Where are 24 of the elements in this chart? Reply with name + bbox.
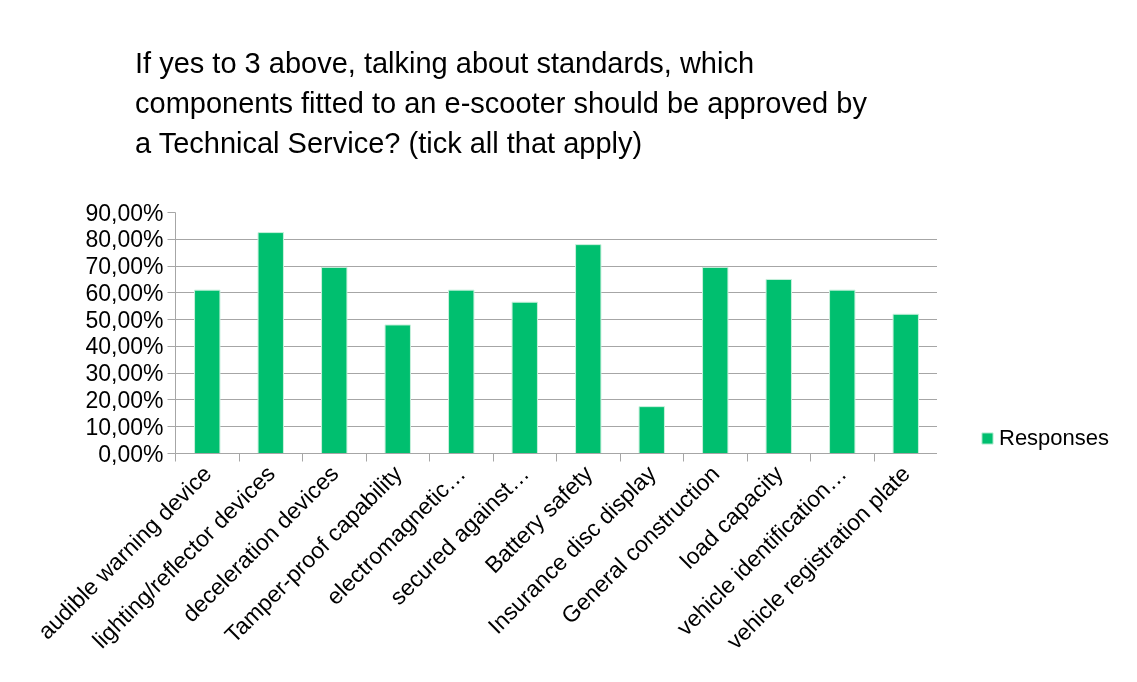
y-tick-label: 20,00% bbox=[85, 386, 164, 413]
y-tick-label: 30,00% bbox=[85, 360, 164, 387]
bar bbox=[511, 301, 538, 454]
bar bbox=[829, 289, 856, 454]
bar bbox=[384, 324, 411, 454]
y-tick-label: 90,00% bbox=[85, 199, 164, 226]
bar bbox=[194, 289, 221, 454]
y-tick-label: 70,00% bbox=[85, 253, 164, 280]
bar bbox=[448, 289, 475, 454]
y-tick-label: 10,00% bbox=[85, 413, 164, 440]
chart-title: If yes to 3 above, talking about standards, which components fitted to an e-scooter should be approved by a Technical Service? (tick all that apply) bbox=[135, 46, 867, 161]
bar bbox=[575, 244, 602, 454]
bar bbox=[765, 278, 792, 454]
bar bbox=[321, 266, 348, 454]
bar bbox=[702, 266, 729, 454]
y-tick-label: 80,00% bbox=[85, 226, 164, 253]
y-tick-label: 60,00% bbox=[85, 279, 164, 306]
bar bbox=[638, 406, 665, 454]
y-tick-label: 0,00% bbox=[98, 440, 164, 467]
y-tick-label: 40,00% bbox=[85, 333, 164, 360]
legend-label: Responses bbox=[999, 425, 1110, 451]
y-tick-label: 50,00% bbox=[85, 306, 164, 333]
bar bbox=[257, 232, 284, 454]
bar bbox=[892, 313, 919, 454]
